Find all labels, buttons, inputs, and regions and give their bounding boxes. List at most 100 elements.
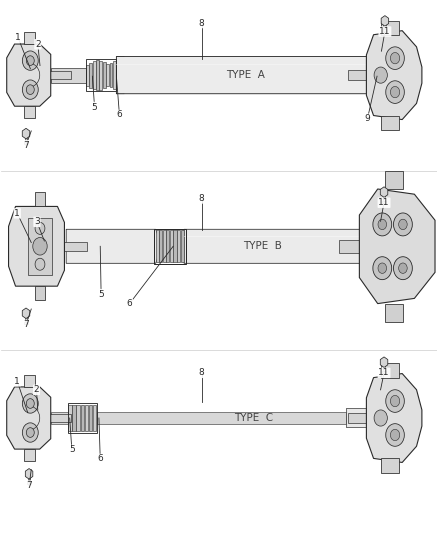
Polygon shape: [24, 106, 35, 118]
Circle shape: [386, 47, 404, 69]
Circle shape: [378, 219, 387, 230]
Polygon shape: [72, 405, 76, 431]
Polygon shape: [68, 405, 72, 431]
Text: TYPE  B: TYPE B: [243, 241, 282, 251]
Polygon shape: [89, 62, 92, 88]
Circle shape: [386, 424, 404, 446]
Polygon shape: [51, 411, 68, 424]
Polygon shape: [24, 142, 28, 144]
Polygon shape: [99, 61, 102, 90]
Text: 2: 2: [34, 385, 39, 394]
Polygon shape: [49, 414, 71, 422]
Polygon shape: [24, 375, 35, 387]
Circle shape: [378, 263, 387, 273]
Circle shape: [373, 257, 392, 280]
Circle shape: [390, 395, 400, 407]
Circle shape: [26, 427, 34, 438]
Text: 8: 8: [199, 194, 205, 203]
Polygon shape: [86, 64, 89, 85]
Polygon shape: [159, 230, 162, 262]
Polygon shape: [93, 405, 96, 431]
Circle shape: [22, 51, 38, 70]
Polygon shape: [180, 230, 184, 262]
Text: 7: 7: [26, 481, 32, 490]
Polygon shape: [382, 29, 387, 31]
Circle shape: [26, 399, 34, 408]
Polygon shape: [28, 217, 52, 275]
Polygon shape: [173, 230, 177, 262]
Text: 7: 7: [23, 141, 29, 150]
Text: 6: 6: [127, 299, 132, 308]
Text: 11: 11: [379, 27, 391, 36]
Polygon shape: [349, 70, 368, 80]
Text: 5: 5: [69, 446, 75, 455]
Circle shape: [22, 423, 38, 442]
Polygon shape: [63, 241, 87, 251]
Polygon shape: [77, 405, 80, 431]
Text: 9: 9: [364, 114, 370, 123]
Polygon shape: [155, 230, 159, 262]
Circle shape: [33, 238, 47, 255]
Text: 11: 11: [378, 198, 390, 207]
Text: 1: 1: [15, 34, 21, 43]
Polygon shape: [97, 411, 346, 424]
Polygon shape: [35, 192, 45, 206]
Circle shape: [35, 222, 45, 235]
Text: 1: 1: [14, 377, 20, 386]
Circle shape: [399, 219, 407, 230]
Polygon shape: [384, 22, 386, 29]
Polygon shape: [117, 56, 124, 94]
Text: TYPE  C: TYPE C: [234, 413, 273, 423]
Polygon shape: [359, 189, 435, 304]
Polygon shape: [103, 62, 106, 88]
Polygon shape: [24, 32, 35, 44]
Circle shape: [22, 80, 38, 99]
Polygon shape: [346, 408, 373, 427]
Circle shape: [390, 52, 400, 64]
Text: 6: 6: [97, 455, 103, 463]
Polygon shape: [381, 458, 399, 473]
Circle shape: [35, 259, 45, 270]
Polygon shape: [7, 44, 51, 106]
Polygon shape: [385, 171, 403, 189]
Polygon shape: [383, 194, 385, 200]
Polygon shape: [184, 229, 374, 263]
Polygon shape: [81, 405, 84, 431]
Polygon shape: [24, 322, 28, 324]
Text: 6: 6: [117, 110, 122, 119]
Polygon shape: [170, 230, 173, 262]
Polygon shape: [385, 304, 403, 322]
Polygon shape: [25, 135, 28, 142]
Text: 1: 1: [14, 209, 20, 218]
Polygon shape: [367, 374, 422, 463]
Polygon shape: [96, 60, 99, 90]
Polygon shape: [381, 21, 399, 35]
Polygon shape: [9, 206, 64, 286]
Polygon shape: [163, 230, 166, 262]
Circle shape: [373, 213, 392, 236]
Polygon shape: [106, 64, 109, 86]
Text: 5: 5: [98, 289, 104, 298]
Polygon shape: [381, 364, 399, 377]
Polygon shape: [383, 364, 385, 370]
Circle shape: [22, 394, 38, 413]
Polygon shape: [117, 56, 374, 94]
Circle shape: [386, 390, 404, 413]
Polygon shape: [177, 230, 180, 262]
Circle shape: [26, 85, 34, 94]
Polygon shape: [349, 413, 368, 423]
Polygon shape: [27, 482, 32, 484]
Polygon shape: [25, 315, 28, 322]
Circle shape: [26, 56, 34, 66]
Circle shape: [393, 257, 412, 280]
Polygon shape: [49, 71, 71, 79]
Polygon shape: [110, 63, 113, 87]
Polygon shape: [381, 116, 399, 130]
Text: 8: 8: [199, 368, 205, 377]
Polygon shape: [85, 405, 88, 431]
Polygon shape: [381, 200, 386, 203]
Circle shape: [393, 213, 412, 236]
Text: TYPE  A: TYPE A: [226, 70, 265, 80]
Polygon shape: [92, 61, 95, 90]
Polygon shape: [339, 240, 362, 253]
